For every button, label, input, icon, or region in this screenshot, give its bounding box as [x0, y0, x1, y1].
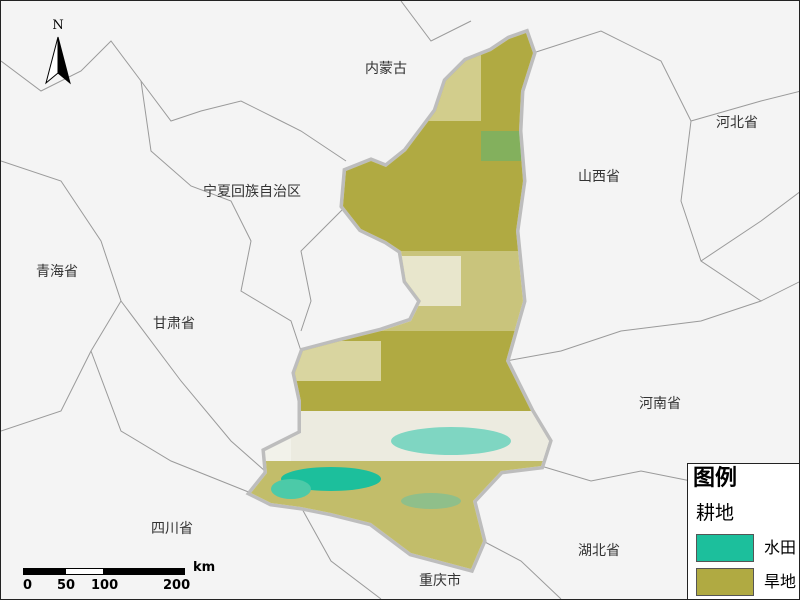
legend: 图例 耕地 水田 旱地 [687, 463, 799, 599]
scale-tick: 100 [91, 578, 119, 593]
legend-title: 图例 [693, 466, 738, 491]
label-gansu: 甘肃省 [153, 316, 195, 332]
scale-tick: 200 [163, 578, 191, 593]
label-nei-menggu: 内蒙古 [365, 61, 407, 77]
label-sichuan: 四川省 [151, 521, 193, 537]
legend-category: 耕地 [696, 502, 735, 524]
scale-tick: 50 [57, 578, 76, 593]
north-arrow: N [45, 18, 71, 85]
label-hubei: 湖北省 [578, 543, 620, 559]
label-chongqing: 重庆市 [419, 573, 461, 589]
scale-tick: 0 [23, 578, 33, 593]
label-henan: 河南省 [639, 396, 681, 412]
cropland-layer [251, 33, 549, 569]
north-label: N [52, 18, 63, 33]
legend-swatch-paddy [696, 534, 754, 562]
label-shanxi: 山西省 [578, 169, 620, 185]
legend-swatch-dryland [696, 568, 754, 596]
label-hebei: 河北省 [716, 115, 758, 131]
label-ningxia: 宁夏回族自治区 [203, 184, 301, 200]
scale-unit: km [193, 560, 216, 575]
label-qinghai: 青海省 [36, 264, 78, 280]
legend-label-paddy: 水田 [764, 538, 797, 557]
legend-label-dryland: 旱地 [764, 572, 797, 591]
